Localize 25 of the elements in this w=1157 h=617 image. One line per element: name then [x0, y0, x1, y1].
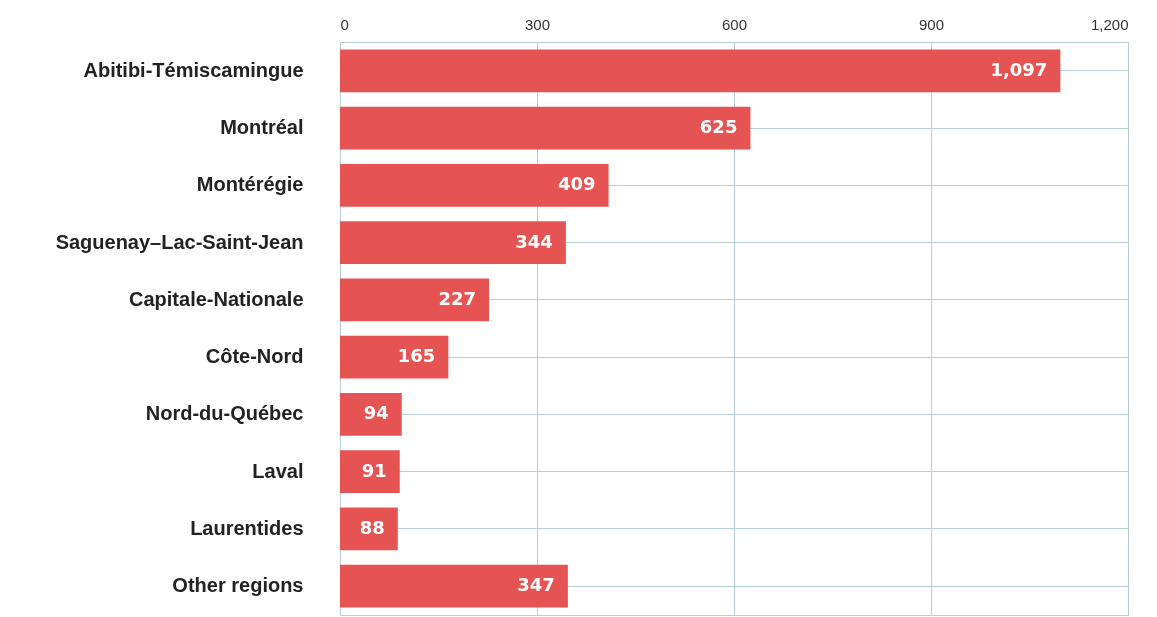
- y-tick-label: Laurentides: [190, 516, 304, 539]
- data-label: 347: [517, 574, 555, 596]
- data-label: 227: [438, 287, 477, 309]
- x-tick-label: 900: [918, 15, 945, 33]
- y-tick-label: Montérégie: [196, 173, 304, 196]
- y-tick-label: Abitibi-Témiscamingue: [83, 58, 304, 81]
- y-tick-label: Nord-du-Québec: [145, 402, 304, 425]
- y-tick-label: Other regions: [172, 574, 304, 597]
- data-label: 88: [359, 516, 385, 538]
- y-tick-label: Côte-Nord: [205, 345, 304, 368]
- data-label: 1,097: [990, 58, 1048, 80]
- data-label: 91: [361, 459, 387, 481]
- x-tick-label: 0: [340, 15, 349, 33]
- y-tick-label: Capitale-Nationale: [129, 287, 304, 310]
- data-label: 94: [363, 402, 389, 424]
- data-label: 344: [515, 230, 553, 252]
- x-tick-label: 300: [524, 15, 551, 33]
- y-tick-label: Laval: [252, 459, 304, 482]
- data-label: 409: [558, 173, 596, 195]
- data-label: 625: [699, 116, 738, 138]
- x-tick-label: 1,200: [1090, 15, 1129, 33]
- data-label: 165: [397, 345, 436, 367]
- x-tick-label: 600: [721, 15, 748, 33]
- y-tick-label: Saguenay–Lac-Saint-Jean: [55, 230, 304, 253]
- y-tick-label: Montréal: [220, 116, 304, 139]
